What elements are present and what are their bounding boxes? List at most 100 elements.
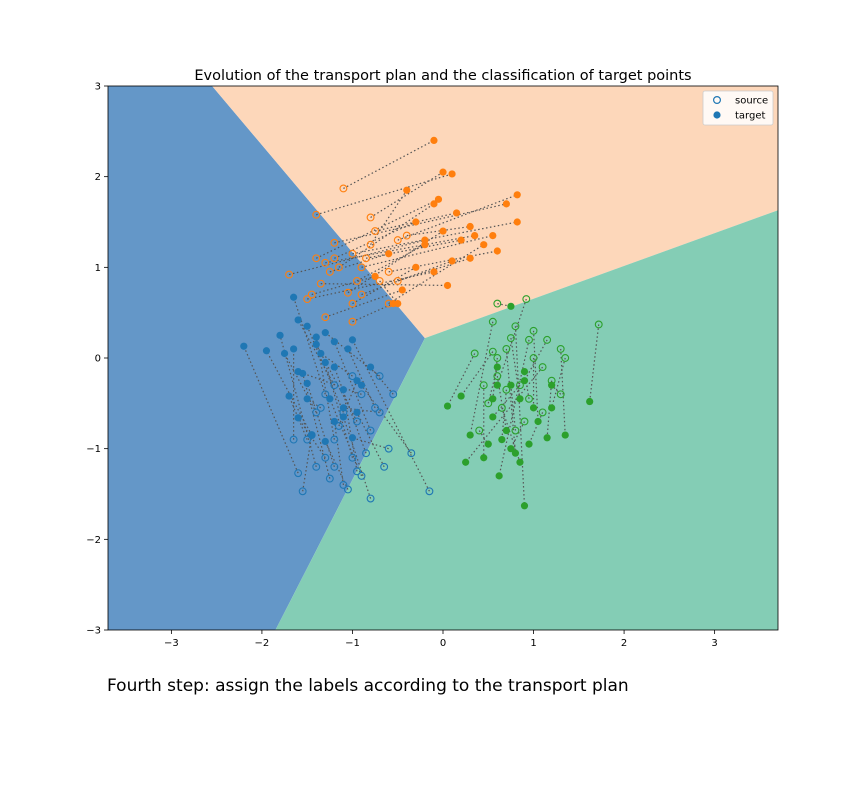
source-point-class-0 xyxy=(289,435,298,444)
target-point-class-0 xyxy=(308,431,316,439)
transport-link xyxy=(288,239,426,276)
transport-link xyxy=(510,421,526,449)
legend-target-marker xyxy=(713,111,721,119)
transport-link xyxy=(388,244,485,305)
source-point-class-0 xyxy=(294,469,303,478)
target-point-class-0 xyxy=(330,363,338,371)
source-point-class-2 xyxy=(493,354,502,362)
transport-link xyxy=(388,250,498,273)
target-point-class-0 xyxy=(290,293,298,301)
transport-link xyxy=(478,430,489,445)
target-point-class-0 xyxy=(353,408,361,416)
target-point-class-1 xyxy=(430,268,438,276)
transport-link xyxy=(311,275,376,296)
target-point-class-2 xyxy=(548,404,556,412)
target-point-class-0 xyxy=(330,417,338,426)
target-point-class-2 xyxy=(466,431,474,439)
source-point-class-2 xyxy=(493,372,502,381)
transport-link xyxy=(243,345,299,474)
source-point-class-0 xyxy=(425,487,434,496)
target-point-class-1 xyxy=(389,300,397,308)
target-point-class-0 xyxy=(353,377,361,385)
transport-link xyxy=(315,198,439,259)
target-point-class-0 xyxy=(294,316,302,324)
target-point-class-1 xyxy=(412,263,420,271)
transport-link xyxy=(532,330,539,422)
transport-link xyxy=(351,339,430,492)
source-point-class-0 xyxy=(343,485,352,494)
target-point-class-1 xyxy=(466,254,474,262)
transport-link xyxy=(446,353,476,407)
transport-link xyxy=(293,297,326,395)
source-point-class-0 xyxy=(407,449,416,458)
target-point-class-2 xyxy=(489,395,497,403)
legend-source-marker xyxy=(712,95,721,104)
source-point-class-0 xyxy=(321,453,330,462)
source-point-class-0 xyxy=(357,390,366,399)
transport-link xyxy=(306,398,322,409)
source-point-class-1 xyxy=(303,295,312,304)
transport-link xyxy=(320,352,353,377)
target-point-class-1 xyxy=(439,168,447,176)
transport-link xyxy=(333,366,367,454)
target-point-class-1 xyxy=(502,200,510,208)
target-point-class-0 xyxy=(262,347,271,355)
y-axis: −3 −2 −1 0 1 2 3 xyxy=(86,82,108,637)
x-tick-label: −1 xyxy=(345,638,360,649)
y-tick-label: 3 xyxy=(95,82,101,93)
target-point-class-0 xyxy=(294,414,302,422)
source-point-class-1 xyxy=(325,267,334,276)
decision-region-class-1 xyxy=(212,86,778,339)
source-point-class-1 xyxy=(371,227,380,236)
source-point-class-0 xyxy=(348,372,357,381)
source-point-class-2 xyxy=(516,381,524,390)
source-point-class-2 xyxy=(484,399,493,408)
transport-link xyxy=(307,271,435,300)
source-point-class-2 xyxy=(538,408,547,417)
source-point-class-0 xyxy=(312,462,321,471)
target-point-class-0 xyxy=(280,349,289,358)
source-point-class-1 xyxy=(316,279,325,288)
transport-link xyxy=(334,203,507,244)
target-point-class-2 xyxy=(561,431,569,439)
transport-link xyxy=(501,407,521,463)
target-point-class-1 xyxy=(398,286,406,294)
y-tick-label: −2 xyxy=(86,535,101,546)
transport-links xyxy=(243,139,600,506)
target-point-class-0 xyxy=(326,395,334,403)
source-point-class-2 xyxy=(511,426,520,435)
target-point-class-2 xyxy=(495,472,503,480)
source-point-class-0 xyxy=(380,462,389,471)
source-point-class-0 xyxy=(303,435,312,444)
source-point-class-2 xyxy=(525,394,533,403)
target-point-class-0 xyxy=(366,363,375,371)
source-point-class-1 xyxy=(393,276,402,285)
source-point-class-2 xyxy=(493,299,502,308)
target-point-class-0 xyxy=(299,369,307,378)
x-tick-label: 2 xyxy=(621,638,627,649)
target-point-class-0 xyxy=(240,342,248,350)
target-point-class-2 xyxy=(543,434,551,442)
source-point-class-2 xyxy=(502,344,511,353)
source-point-class-2 xyxy=(543,335,552,344)
transport-link xyxy=(365,239,462,259)
chart-title: Evolution of the transport plan and the … xyxy=(194,68,691,84)
transport-link xyxy=(342,389,358,472)
source-point-class-1 xyxy=(348,249,357,258)
target-point-class-2 xyxy=(493,363,501,371)
source-point-class-2 xyxy=(502,385,511,394)
source-point-class-1 xyxy=(393,236,402,245)
source-point-class-1 xyxy=(348,317,357,326)
source-point-class-2 xyxy=(497,403,506,412)
transport-link xyxy=(498,339,530,476)
source-point-class-0 xyxy=(384,444,393,453)
target-point-class-2 xyxy=(525,440,533,448)
transport-link xyxy=(347,348,376,409)
transport-link xyxy=(460,351,494,397)
source-point-class-1 xyxy=(375,276,384,285)
source-point-class-1 xyxy=(366,240,375,249)
target-point-class-0 xyxy=(339,404,348,412)
target-point-class-0 xyxy=(276,331,284,339)
target-point-class-1 xyxy=(371,272,379,280)
source-point-class-2 xyxy=(511,322,520,331)
